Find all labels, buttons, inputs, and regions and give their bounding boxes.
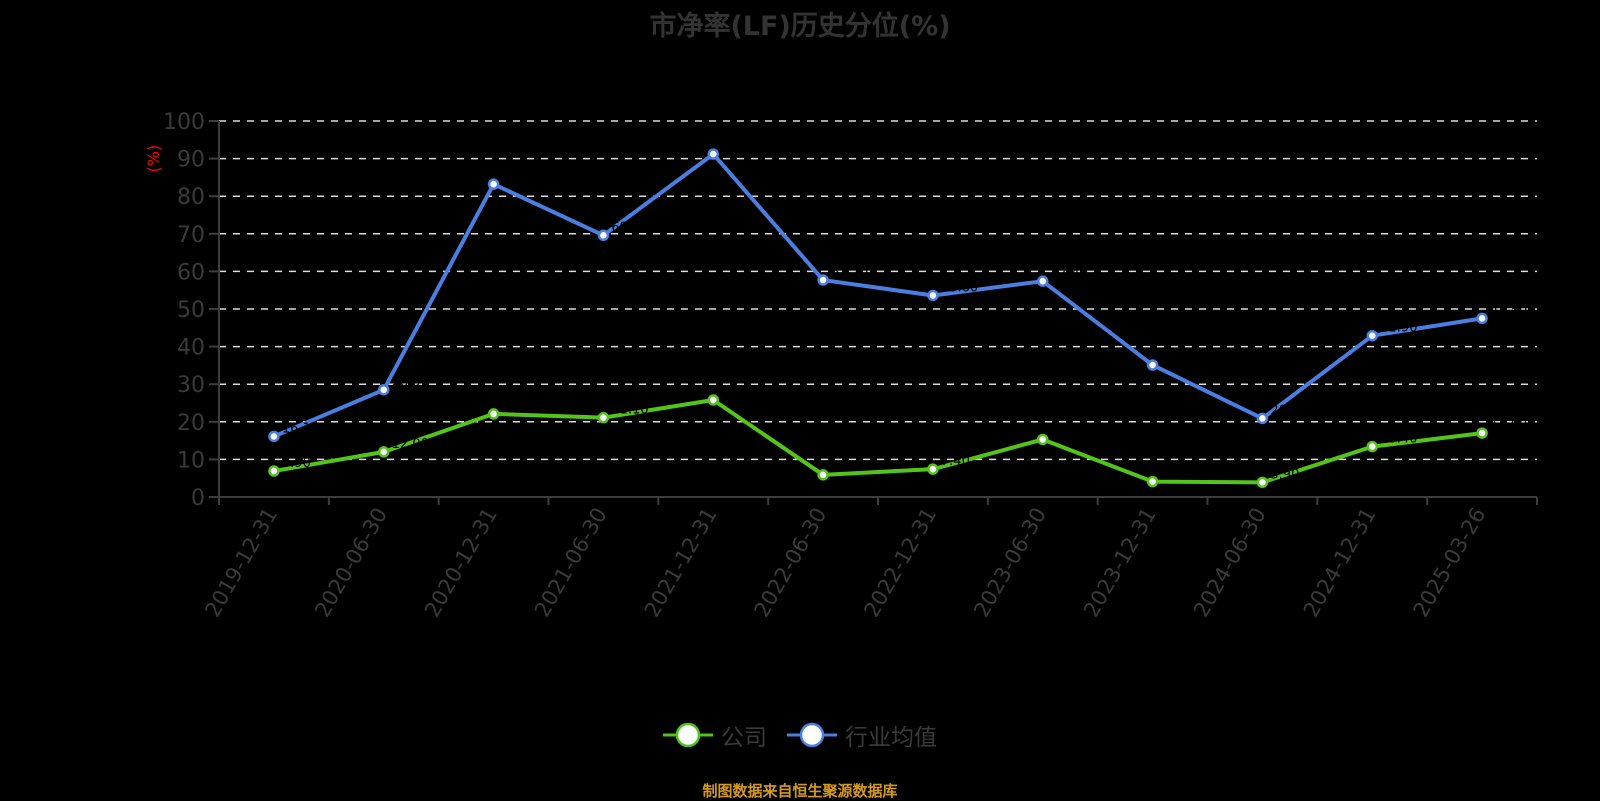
series-lines: 16.10 28.50 83.20 69.60 91.20 57.70 53.60 57.40… (268, 139, 1527, 489)
data-point[interactable] (1037, 433, 1049, 446)
y-tick-label: 80 (177, 185, 205, 210)
data-label: 53.60 (941, 280, 978, 295)
x-tick-label: 2022-06-30 (750, 504, 832, 622)
data-label: 4.10 (1161, 467, 1190, 482)
data-label: 57.70 (831, 265, 868, 280)
data-label: 6.90 (282, 456, 311, 471)
x-tick-label: 2020-12-31 (420, 504, 502, 622)
data-point[interactable] (268, 465, 280, 477)
y-tick-label: 70 (177, 223, 205, 248)
series-line (273, 152, 1483, 439)
data-label: 25.80 (721, 385, 758, 400)
data-label: 47.50 (1490, 303, 1527, 318)
data-point[interactable] (1256, 476, 1269, 489)
x-tick-label: 2019-12-31 (200, 504, 282, 622)
data-label: 3.90 (1270, 467, 1299, 482)
data-label: 69.60 (611, 220, 648, 235)
y-tick-label: 40 (177, 336, 205, 361)
data-label: 15.30 (1051, 424, 1088, 439)
y-tick-label: 30 (177, 373, 205, 398)
data-label: 21.10 (611, 403, 648, 418)
y-tick-label: 60 (177, 260, 205, 285)
chart-title: 市净率(LF)历史分位(%) (649, 11, 951, 42)
data-label: 5.90 (831, 460, 860, 475)
legend-item-company[interactable]: 公司 (663, 718, 767, 752)
data-point[interactable] (1037, 275, 1049, 287)
data-source-footer: 制图数据来自恒生聚源数据库 (702, 782, 898, 800)
legend-marker-green-icon (663, 722, 713, 748)
data-point[interactable] (817, 274, 829, 286)
data-label: 13.40 (1380, 432, 1417, 447)
data-label: 83.20 (502, 169, 539, 184)
data-point[interactable] (927, 289, 939, 302)
data-point[interactable] (597, 411, 610, 424)
x-tick-label: 2024-06-30 (1189, 504, 1271, 622)
series-line (273, 397, 1483, 485)
data-label: 17.00 (1490, 418, 1527, 433)
data-point[interactable] (927, 463, 939, 475)
data-point[interactable] (378, 384, 390, 396)
x-tick-label: 2023-12-31 (1079, 504, 1161, 622)
y-tick-label: 10 (177, 448, 205, 473)
legend-label-company: 公司 (721, 725, 767, 751)
legend-item-industry-average[interactable]: 行业均值 (787, 718, 937, 752)
x-tick-label: 2024-12-31 (1299, 504, 1381, 622)
y-tick-label: 90 (177, 148, 205, 173)
data-point[interactable] (1256, 412, 1269, 425)
y-axis-label: (%) (144, 145, 163, 173)
x-tick-label: 2025-03-26 (1409, 504, 1491, 622)
data-label: 35.10 (1161, 350, 1198, 365)
data-point[interactable] (1366, 329, 1378, 342)
data-point[interactable] (817, 469, 829, 481)
data-point[interactable] (378, 446, 390, 458)
x-tick-label: 2023-06-30 (969, 504, 1051, 622)
data-label: 57.40 (1051, 266, 1088, 281)
data-point[interactable] (597, 229, 610, 242)
legend-label-industry-average: 行业均值 (845, 725, 937, 751)
data-label: 16.10 (282, 421, 319, 436)
data-point[interactable] (1366, 440, 1378, 453)
data-label: 28.50 (392, 375, 429, 390)
data-point[interactable] (707, 394, 719, 406)
x-tick-label: 2020-06-30 (310, 504, 392, 622)
data-point[interactable] (707, 148, 719, 160)
y-tick-label: 100 (163, 110, 205, 135)
data-point[interactable] (487, 408, 500, 420)
data-point[interactable] (1146, 475, 1159, 488)
data-label: 12.00 (392, 437, 429, 452)
x-tick-label: 2021-12-31 (640, 504, 722, 622)
data-point[interactable] (1476, 312, 1488, 325)
y-tick-label: 20 (177, 411, 205, 436)
legend-marker-blue-icon (787, 722, 837, 748)
axes: 0 10 20 30 40 50 60 70 80 90 100(%) 2019-12-31 2020-… (144, 110, 1538, 622)
y-tick-label: 0 (191, 486, 205, 511)
data-label: 20.90 (1270, 403, 1307, 418)
data-label: 91.20 (721, 139, 758, 154)
x-tick-label: 2021-06-30 (530, 504, 612, 622)
data-point[interactable] (1146, 359, 1159, 371)
y-tick-label: 50 (177, 298, 205, 323)
data-point[interactable] (1476, 427, 1488, 439)
data-label: 22.10 (502, 399, 539, 414)
data-point[interactable] (268, 430, 280, 443)
data-point[interactable] (487, 178, 500, 190)
legend: 公司 行业均值 (0, 718, 1600, 752)
data-label: 42.90 (1380, 321, 1417, 336)
gridlines (219, 120, 1537, 461)
x-tick-label: 2022-12-31 (859, 504, 941, 622)
data-label: 7.40 (941, 454, 970, 469)
